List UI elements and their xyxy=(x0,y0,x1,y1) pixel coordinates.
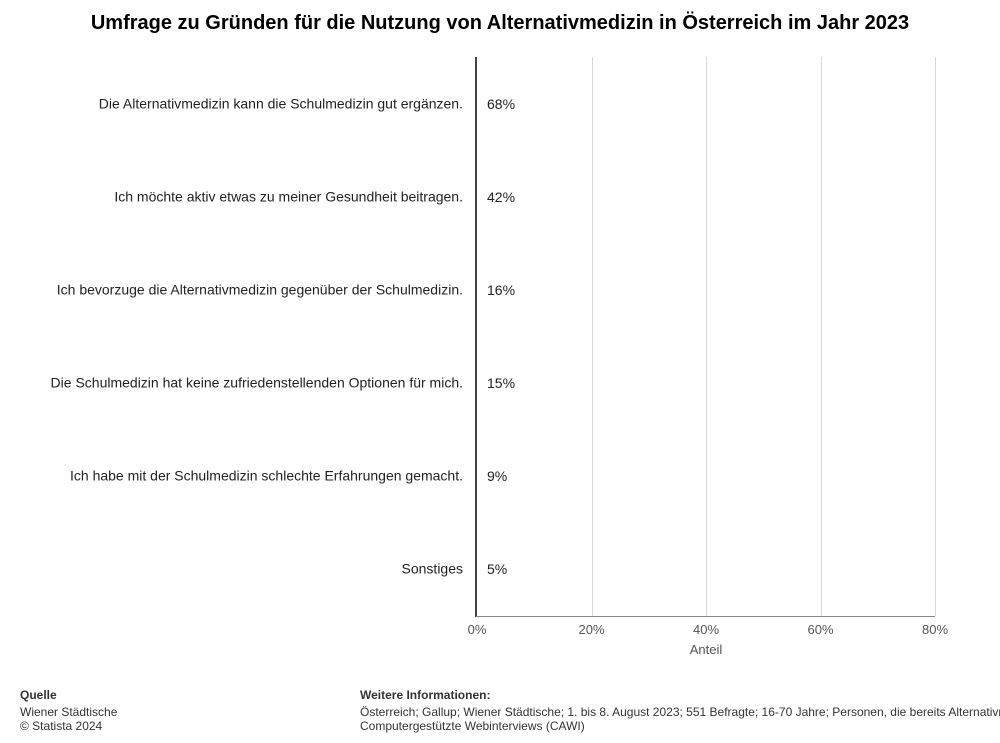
x-tick-label: 80% xyxy=(922,622,948,637)
gridline xyxy=(821,57,822,616)
x-tick-label: 20% xyxy=(578,622,604,637)
bar xyxy=(477,452,479,500)
footer-source-header: Quelle xyxy=(20,688,340,702)
x-tick-label: 40% xyxy=(693,622,719,637)
x-axis-title: Anteil xyxy=(690,642,723,657)
bar-value-label: 68% xyxy=(487,96,515,112)
x-tick-label: 60% xyxy=(807,622,833,637)
bar-value-label: 15% xyxy=(487,375,515,391)
footer-source-line: © Statista 2024 xyxy=(20,719,340,733)
category-label: Die Schulmedizin hat keine zufriedenstel… xyxy=(23,374,477,393)
bar xyxy=(477,545,479,593)
bar-value-label: 16% xyxy=(487,282,515,298)
chart-title: Umfrage zu Gründen für die Nutzung von A… xyxy=(0,0,1000,35)
gridline xyxy=(706,57,707,616)
footer-info-header: Weitere Informationen: xyxy=(360,688,1000,702)
bar-value-label: 5% xyxy=(487,561,507,577)
bar xyxy=(477,266,479,314)
category-label: Ich möchte aktiv etwas zu meiner Gesundh… xyxy=(23,187,477,206)
footer-source: Quelle Wiener Städtische © Statista 2024 xyxy=(20,688,340,733)
category-label: Die Alternativmedizin kann die Schulmedi… xyxy=(23,94,477,113)
chart-container: Anteil 0%20%40%60%80%Die Alternativmediz… xyxy=(20,57,980,617)
bar-value-label: 42% xyxy=(487,189,515,205)
footer-info: Weitere Informationen: Österreich; Gallu… xyxy=(360,688,1000,733)
x-tick-label: 0% xyxy=(468,622,487,637)
bar-value-label: 9% xyxy=(487,468,507,484)
gridline xyxy=(592,57,593,616)
bar xyxy=(477,359,479,407)
bar xyxy=(477,80,479,128)
category-label: Sonstiges xyxy=(23,560,477,579)
footer-source-line: Wiener Städtische xyxy=(20,705,340,719)
plot-area: Anteil 0%20%40%60%80%Die Alternativmediz… xyxy=(475,57,935,617)
bar xyxy=(477,173,479,221)
category-label: Ich bevorzuge die Alternativmedizin gege… xyxy=(23,280,477,299)
category-label: Ich habe mit der Schulmedizin schlechte … xyxy=(23,467,477,486)
gridline xyxy=(935,57,936,616)
footer-info-line: Österreich; Gallup; Wiener Städtische; 1… xyxy=(360,705,1000,719)
footer-info-line: Computergestützte Webinterviews (CAWI) xyxy=(360,719,1000,733)
